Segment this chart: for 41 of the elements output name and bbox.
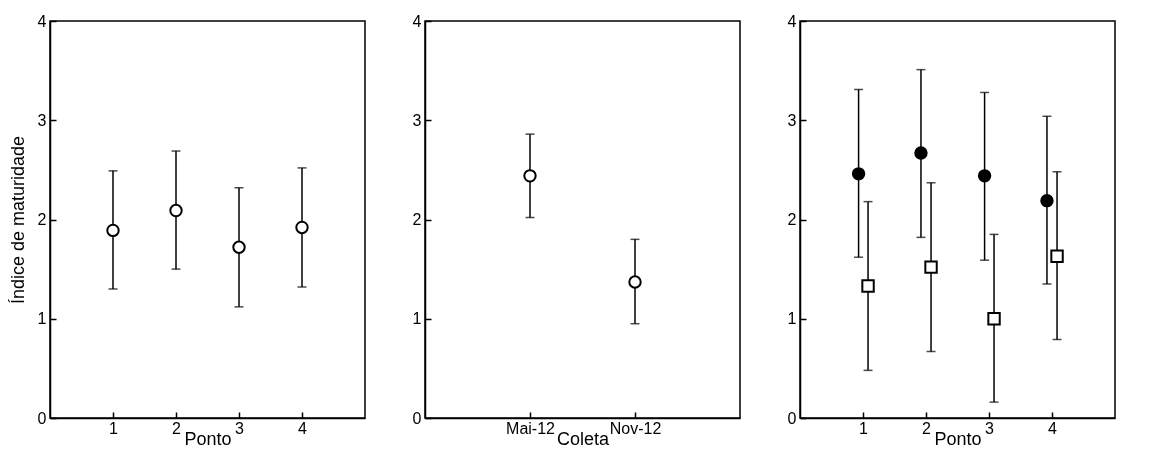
x-tick-label: 2 [172, 419, 182, 437]
x-tick-label: 3 [985, 419, 995, 437]
x-tick-label: 3 [235, 419, 245, 437]
y-tick-label: 2 [37, 211, 47, 228]
y-tick-label: 1 [412, 310, 422, 328]
point [977, 169, 992, 183]
y-tick-label: 4 [787, 12, 797, 30]
point [1040, 193, 1054, 208]
y-tick-label: 2 [412, 211, 422, 228]
point [851, 167, 866, 181]
x-tick-label: 2 [922, 419, 932, 437]
point [1050, 249, 1064, 263]
point [295, 220, 309, 235]
point [861, 279, 875, 293]
y-tick-label: 3 [412, 111, 422, 129]
point [106, 223, 120, 238]
x-tick-label: 4 [1048, 419, 1058, 437]
y-tick-label: 3 [37, 111, 47, 129]
x-axis-title: Ponto [934, 428, 982, 449]
x-tick-label: Nov-12 [609, 419, 662, 437]
x-axis-title: Ponto [184, 428, 232, 449]
y-tick-label: 3 [787, 111, 797, 129]
y-tick-label: 1 [37, 310, 47, 328]
x-tick-label: 4 [298, 419, 308, 437]
y-tick-label: 4 [37, 12, 47, 30]
x-tick-label: 1 [109, 419, 119, 437]
point [914, 146, 928, 160]
y-tick-label: 2 [787, 211, 797, 228]
point [924, 260, 938, 274]
x-tick-label: 1 [859, 419, 869, 437]
x-tick-label: Mai-12 [506, 419, 556, 437]
y-tick-label: 4 [412, 12, 422, 30]
point [169, 203, 183, 218]
y-tick-label: 0 [412, 409, 422, 427]
y-axis-title: Índice de maturidade [7, 135, 28, 305]
point [232, 240, 246, 254]
x-axis-title: Coleta [556, 428, 610, 449]
y-tick-label: 0 [37, 409, 47, 427]
y-tick-label: 1 [787, 310, 797, 328]
y-tick-label: 0 [787, 409, 797, 427]
point [987, 312, 1001, 326]
